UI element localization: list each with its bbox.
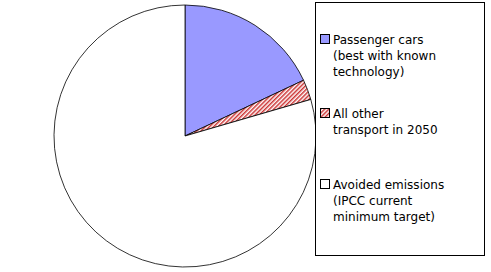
- legend-swatch: [321, 180, 330, 189]
- legend-swatch: [321, 35, 330, 44]
- chart: Passenger cars(best with knowntechnology…: [0, 0, 491, 272]
- legend-label: Passenger cars(best with knowntechnology…: [333, 33, 436, 79]
- legend: Passenger cars(best with knowntechnology…: [316, 3, 485, 256]
- legend-label: Avoided emissions(IPCC currentminimum ta…: [333, 178, 444, 224]
- pie: [54, 5, 316, 267]
- legend-label: All othertransport in 2050: [333, 107, 438, 137]
- pie-slice: [54, 5, 316, 267]
- legend-swatch: [321, 109, 330, 118]
- legend-frame: [316, 3, 485, 256]
